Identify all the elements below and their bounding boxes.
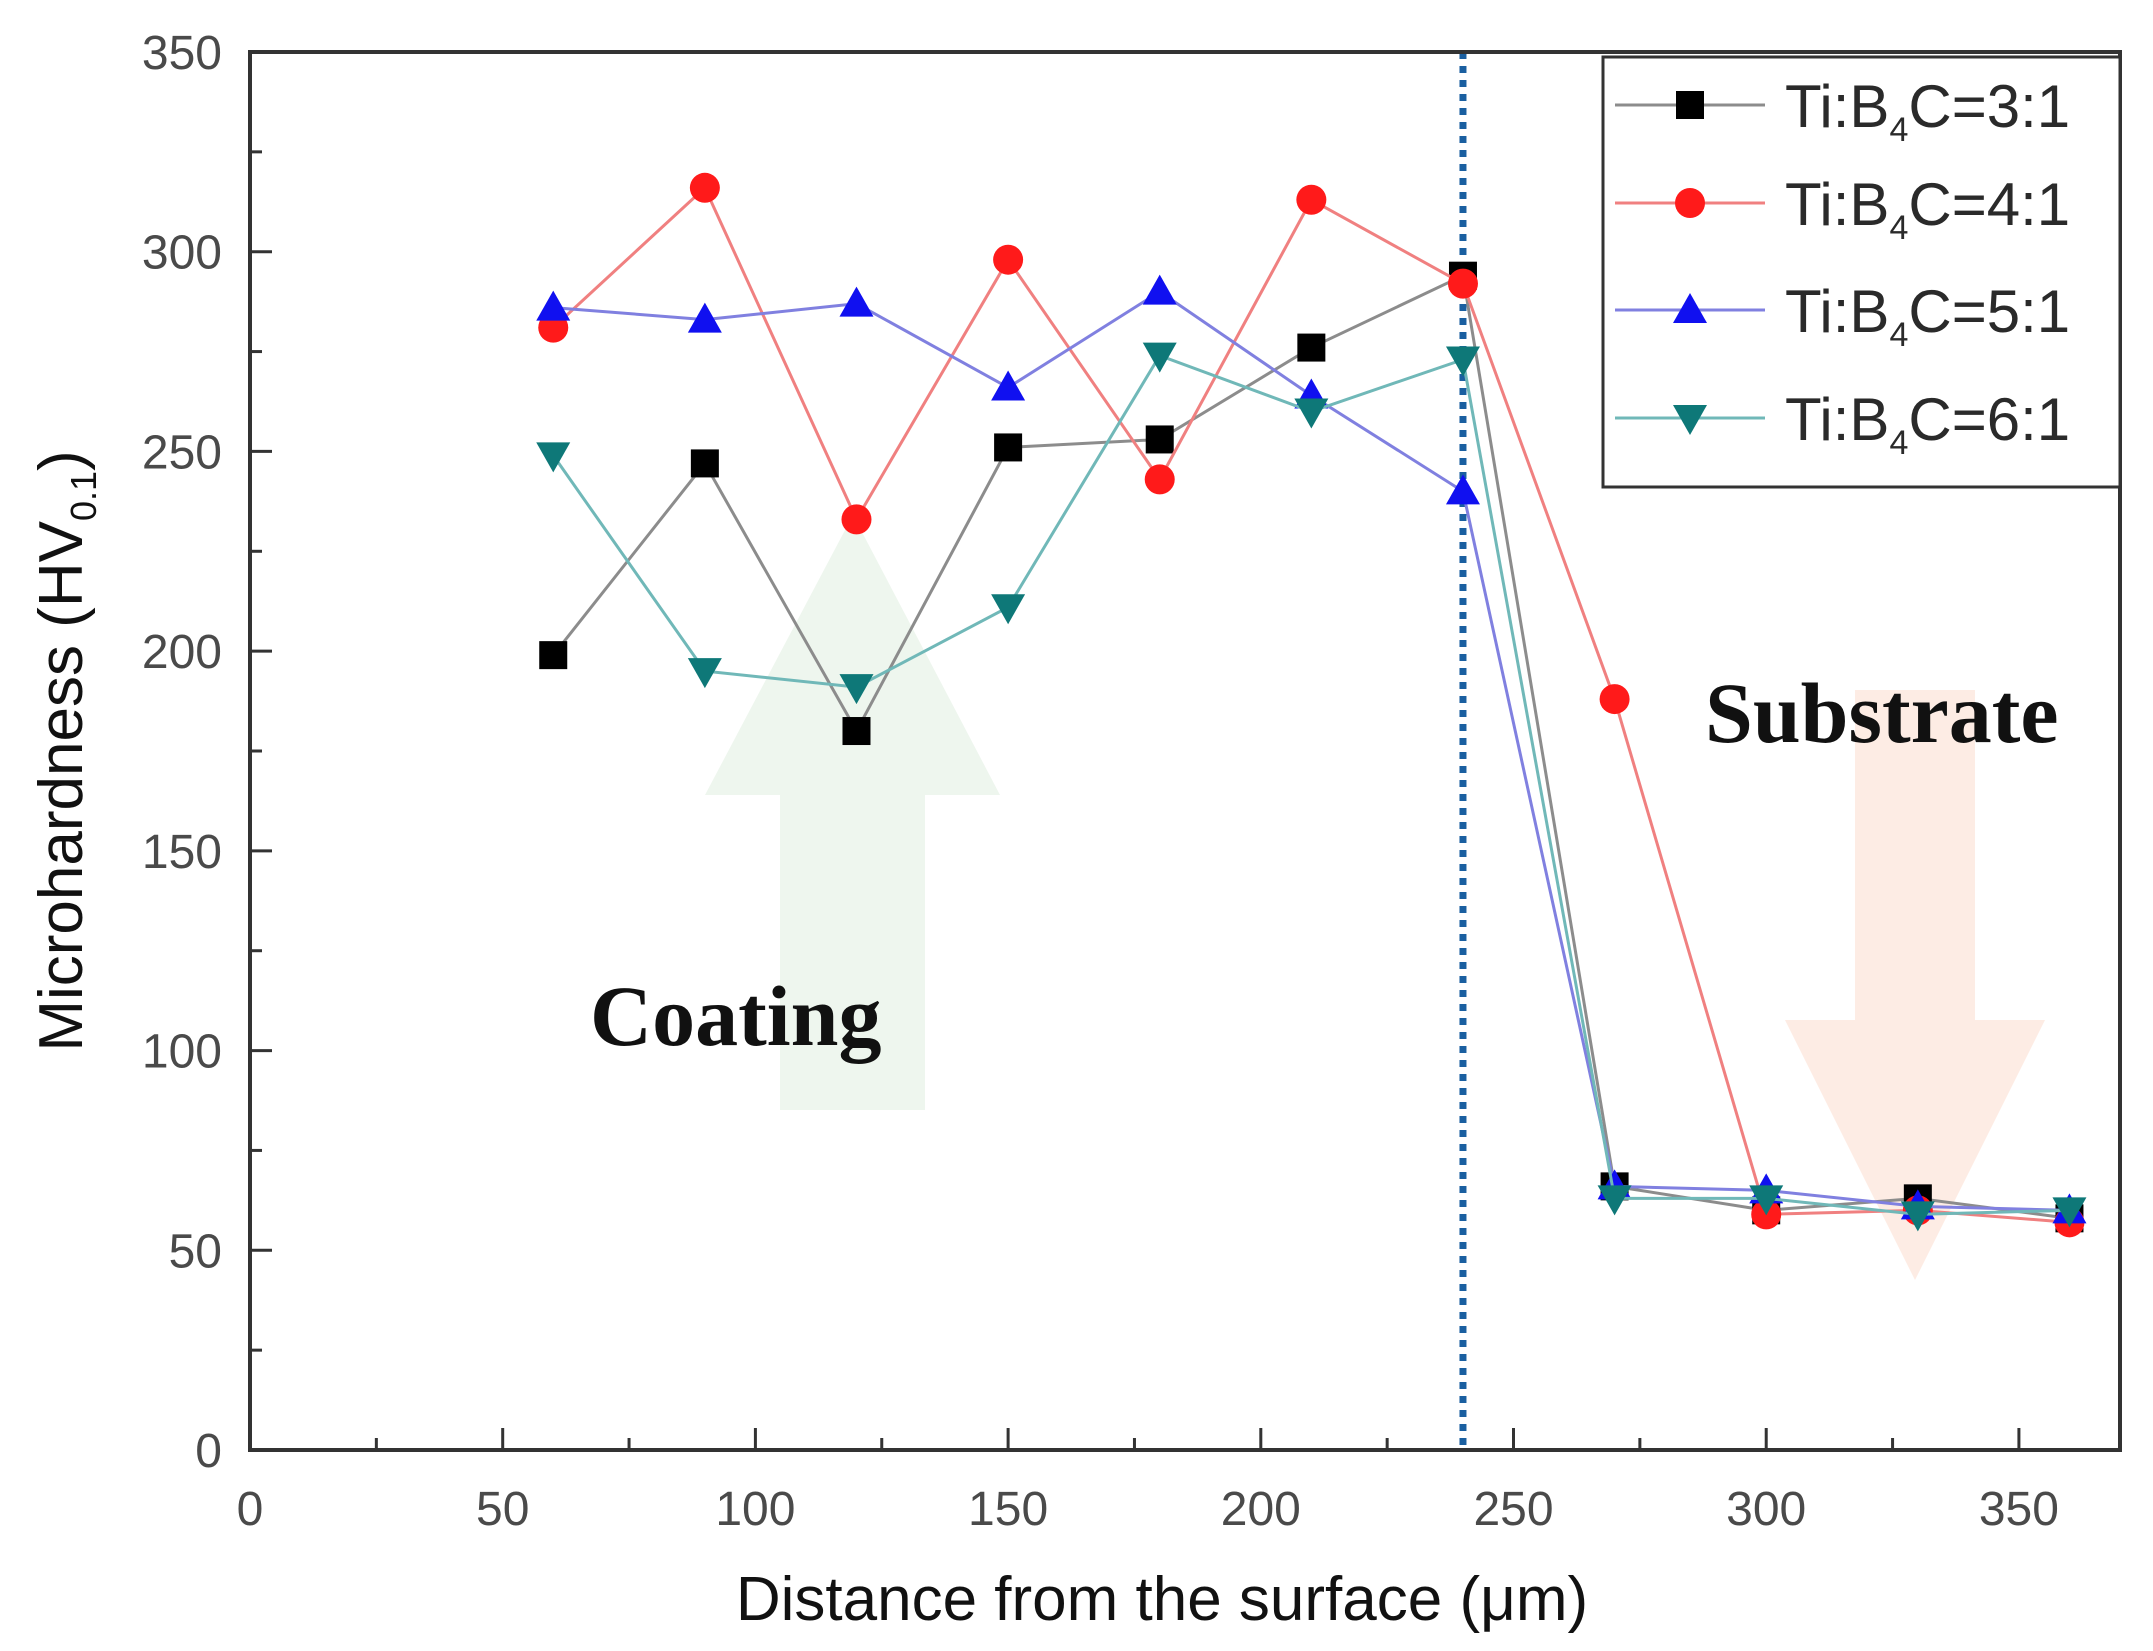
data-point xyxy=(1294,398,1329,429)
y-axis-title: Microhardness (HV0.1) xyxy=(27,450,104,1051)
y-tick-label: 350 xyxy=(142,27,222,80)
data-point xyxy=(1144,464,1175,495)
data-point xyxy=(1445,346,1480,377)
data-point xyxy=(991,594,1026,625)
data-point xyxy=(1597,1185,1632,1216)
legend-marker xyxy=(1673,405,1707,435)
data-point xyxy=(2052,1197,2087,1228)
data-point xyxy=(1599,684,1630,715)
data-point xyxy=(994,433,1023,462)
y-axis-title-subscript: 0.1 xyxy=(63,471,104,521)
legend-label-suffix: C=6:1 xyxy=(1908,386,2070,453)
x-axis-title: Distance from the surface (μm) xyxy=(736,1565,1588,1634)
legend-label-subscript: 4 xyxy=(1889,316,1908,354)
legend-label: Ti:B4C=5:1 xyxy=(1785,278,2070,354)
data-point xyxy=(1900,1201,1935,1232)
y-axis-title-close: ) xyxy=(27,450,96,471)
data-point xyxy=(536,290,571,321)
legend-label-subscript: 4 xyxy=(1889,424,1908,462)
y-tick-label: 0 xyxy=(195,1425,222,1478)
data-point xyxy=(687,658,722,689)
data-point xyxy=(1145,425,1174,454)
legend-label-prefix: Ti:B xyxy=(1785,73,1889,140)
y-tick-label: 100 xyxy=(142,1026,222,1079)
legend-label: Ti:B4C=4:1 xyxy=(1785,171,2070,247)
coating-arrow xyxy=(705,515,1000,1110)
data-point xyxy=(993,244,1024,275)
y-tick-label: 150 xyxy=(142,826,222,879)
y-tick-label: 300 xyxy=(142,227,222,280)
legend-label-suffix: C=4:1 xyxy=(1908,171,2070,238)
x-tick-label: 150 xyxy=(968,1483,1048,1536)
data-point xyxy=(1142,342,1177,373)
series-4 xyxy=(536,342,2087,1232)
data-point xyxy=(1142,274,1177,305)
legend-label-subscript: 4 xyxy=(1889,111,1908,149)
legend-label-prefix: Ti:B xyxy=(1785,278,1889,345)
data-point xyxy=(689,172,720,203)
y-tick-label: 50 xyxy=(169,1225,222,1278)
coating-label: Coating xyxy=(590,968,881,1064)
data-point xyxy=(1447,268,1478,299)
legend-marker xyxy=(1673,293,1707,323)
y-tick-label: 250 xyxy=(142,426,222,479)
data-point xyxy=(842,717,871,746)
data-point xyxy=(1749,1185,1784,1216)
legend-label-subscript: 4 xyxy=(1889,209,1908,247)
y-tick-label: 200 xyxy=(142,626,222,679)
legend-label: Ti:B4C=6:1 xyxy=(1785,386,2070,462)
data-point xyxy=(1297,333,1326,362)
legend-label-suffix: C=3:1 xyxy=(1908,73,2070,140)
legend-label-prefix: Ti:B xyxy=(1785,386,1889,453)
substrate-arrow xyxy=(1785,690,2045,1280)
substrate-label: Substrate xyxy=(1705,665,2059,761)
x-tick-label: 300 xyxy=(1726,1483,1806,1536)
data-point xyxy=(839,286,874,317)
x-tick-label: 200 xyxy=(1221,1483,1301,1536)
legend-label: Ti:B4C=3:1 xyxy=(1785,73,2070,149)
data-point xyxy=(991,370,1026,401)
legend-label-prefix: Ti:B xyxy=(1785,171,1889,238)
x-tick-label: 250 xyxy=(1473,1483,1553,1536)
data-point xyxy=(1445,474,1480,505)
legend-label-suffix: C=5:1 xyxy=(1908,278,2070,345)
data-point xyxy=(1296,184,1327,215)
data-point xyxy=(536,442,571,473)
data-point xyxy=(839,674,874,705)
x-tick-label: 100 xyxy=(715,1483,795,1536)
x-tick-label: 50 xyxy=(476,1483,529,1536)
data-point xyxy=(539,641,568,670)
data-point xyxy=(841,504,872,535)
y-axis-title-main: Microhardness (HV xyxy=(27,520,96,1051)
x-tick-label: 350 xyxy=(1979,1483,2059,1536)
legend-marker xyxy=(1676,91,1704,119)
data-point xyxy=(687,302,722,333)
data-point xyxy=(690,449,719,478)
x-tick-label: 0 xyxy=(237,1483,264,1536)
legend-marker xyxy=(1675,188,1705,218)
